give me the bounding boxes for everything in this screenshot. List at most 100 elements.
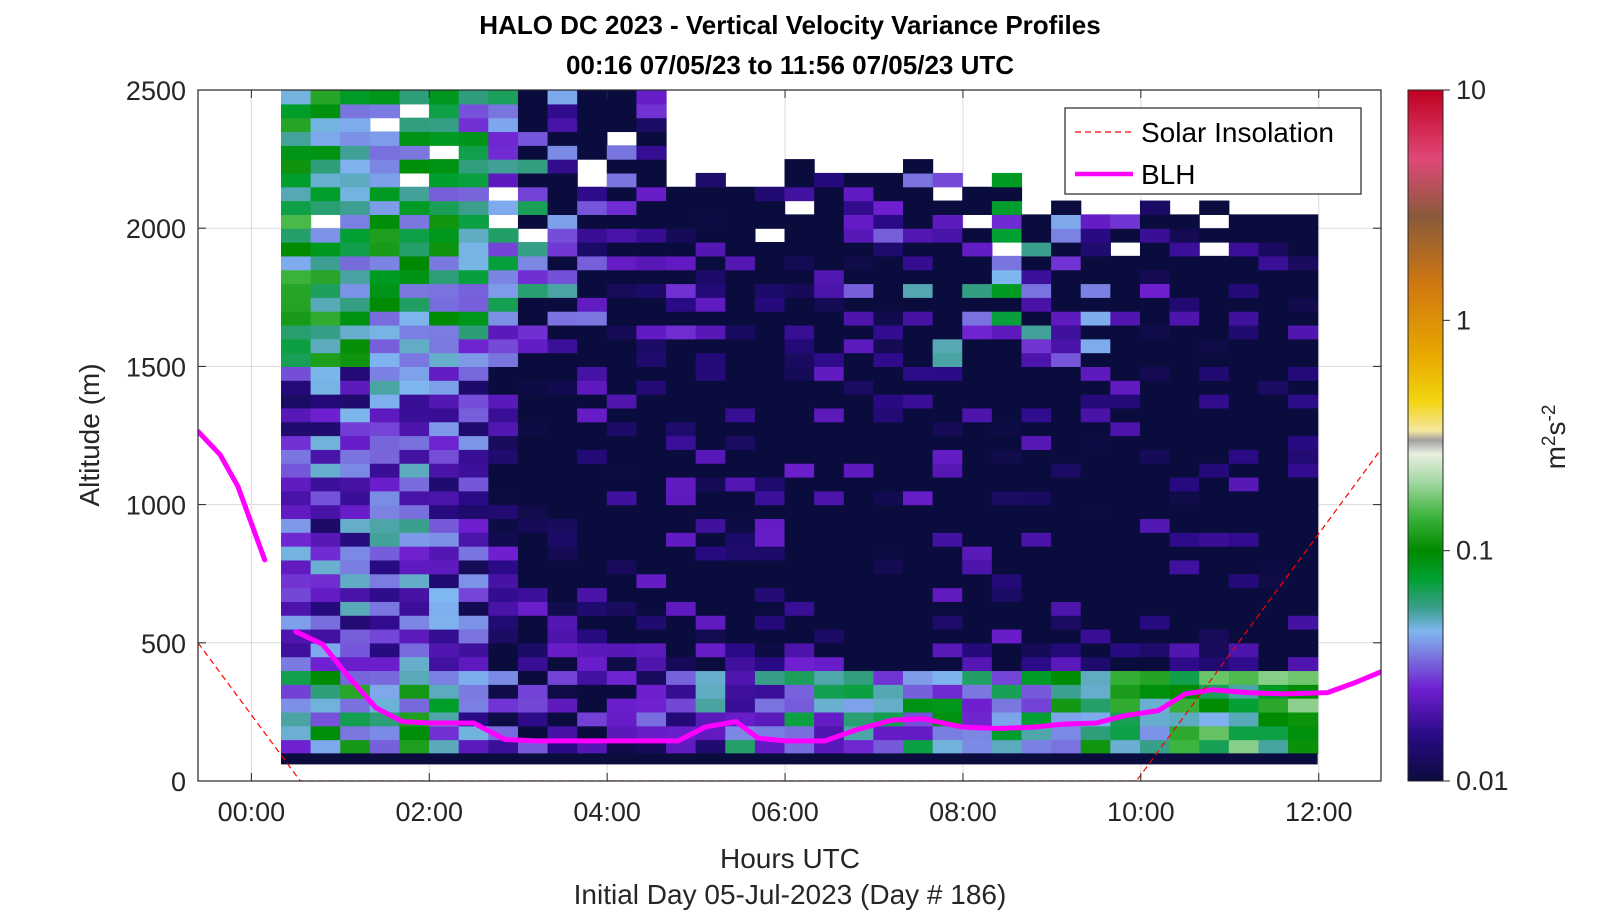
heatmap-cell (666, 435, 697, 450)
heatmap-cell (577, 573, 608, 589)
heatmap-cell (547, 546, 578, 561)
heatmap-cell (1021, 228, 1052, 243)
heatmap-cell (1021, 476, 1052, 492)
heatmap-cell (399, 642, 430, 658)
heatmap-cell (577, 131, 608, 146)
heatmap-cell (991, 255, 1023, 271)
heatmap-cell (310, 463, 341, 478)
heatmap-cell (843, 573, 874, 589)
heatmap-cell (991, 739, 1023, 754)
heatmap-cell (1139, 255, 1171, 271)
heatmap-cell (429, 628, 460, 644)
heatmap-cell (577, 642, 608, 658)
heatmap-cell (1080, 463, 1111, 478)
heatmap-cell (725, 532, 756, 547)
heatmap-cell (1169, 338, 1200, 354)
heatmap-cell (695, 172, 726, 188)
heatmap-cell (1228, 449, 1260, 464)
heatmap-cell (843, 476, 874, 492)
heatmap-cell (725, 698, 756, 713)
heatmap-cell (1080, 269, 1111, 285)
heatmap-cell (547, 628, 578, 644)
heatmap-cell (991, 463, 1023, 478)
heatmap-cell (1080, 338, 1111, 354)
heatmap-cell (458, 283, 489, 298)
heatmap-cell (340, 297, 371, 312)
heatmap-cell (725, 269, 756, 285)
heatmap-cell (843, 518, 874, 533)
heatmap-cell (873, 269, 904, 285)
heatmap-cell (843, 739, 874, 754)
heatmap-cell (547, 311, 578, 326)
heatmap-cell (458, 255, 489, 271)
heatmap-cell (458, 117, 489, 133)
heatmap-cell (310, 159, 341, 174)
heatmap-cell (1228, 504, 1260, 520)
heatmap-cell (577, 228, 608, 243)
heatmap-cell (577, 656, 608, 672)
heatmap-cell (429, 380, 460, 395)
heatmap-cell (784, 476, 815, 492)
heatmap-cell (1021, 324, 1052, 340)
heatmap-cell (814, 546, 845, 561)
heatmap-cell (873, 214, 904, 229)
heatmap-cell (666, 684, 697, 699)
heatmap-cell (902, 338, 934, 354)
heatmap-cell (458, 518, 489, 533)
heatmap-cell (310, 103, 341, 119)
heatmap-cell (1080, 242, 1111, 257)
heatmap-cell (932, 394, 963, 409)
heatmap-cell (1169, 324, 1200, 340)
heatmap-cell (1288, 725, 1319, 741)
heatmap-cell (547, 407, 578, 423)
heatmap-cell (1288, 476, 1319, 492)
heatmap-cell (340, 587, 371, 602)
heatmap-cell (458, 601, 489, 616)
heatmap-cell (547, 131, 578, 146)
heatmap-cell (784, 242, 815, 257)
heatmap-cell (1110, 421, 1141, 437)
heatmap-cell (310, 172, 341, 188)
heatmap-cell (873, 504, 904, 520)
heatmap-cell (962, 615, 993, 630)
heatmap-cell (458, 670, 489, 685)
heatmap-cell (577, 380, 608, 395)
heatmap-cell (754, 242, 786, 257)
heatmap-cell (577, 546, 608, 561)
heatmap-cell (962, 324, 993, 340)
heatmap-cell (1288, 711, 1319, 727)
heatmap-cell (695, 255, 726, 271)
heatmap-cell (784, 311, 815, 326)
heatmap-cell (666, 642, 697, 658)
heatmap-cell (843, 338, 874, 354)
heatmap-cell (369, 532, 401, 547)
heatmap-cell (606, 435, 638, 450)
heatmap-cell (932, 504, 963, 520)
heatmap-cell (873, 283, 904, 298)
heatmap-cell (666, 698, 697, 713)
heatmap-cell (340, 172, 371, 188)
heatmap-cell (606, 145, 638, 160)
heatmap-cell (902, 352, 934, 367)
heatmap-cell (1051, 615, 1082, 630)
heatmap-cell (606, 407, 638, 423)
heatmap-cell (429, 311, 460, 326)
heatmap-cell (577, 297, 608, 312)
heatmap-cell (1288, 670, 1319, 685)
heatmap-cell (458, 159, 489, 174)
heatmap-cell (814, 490, 845, 506)
heatmap-cell (725, 255, 756, 271)
heatmap-cell (666, 463, 697, 478)
heatmap-cell (636, 380, 667, 395)
heatmap-cell (962, 504, 993, 520)
heatmap-cell (577, 255, 608, 271)
heatmap-cell (695, 656, 726, 672)
heatmap-cell (754, 435, 786, 450)
heatmap-cell (606, 200, 638, 215)
heatmap-cell (1288, 642, 1319, 658)
heatmap-cell (577, 615, 608, 630)
legend-solar-label: Solar Insolation (1141, 117, 1334, 148)
heatmap-cell (1021, 711, 1052, 727)
heatmap-cell (1139, 628, 1171, 644)
heatmap-cell (932, 642, 963, 658)
